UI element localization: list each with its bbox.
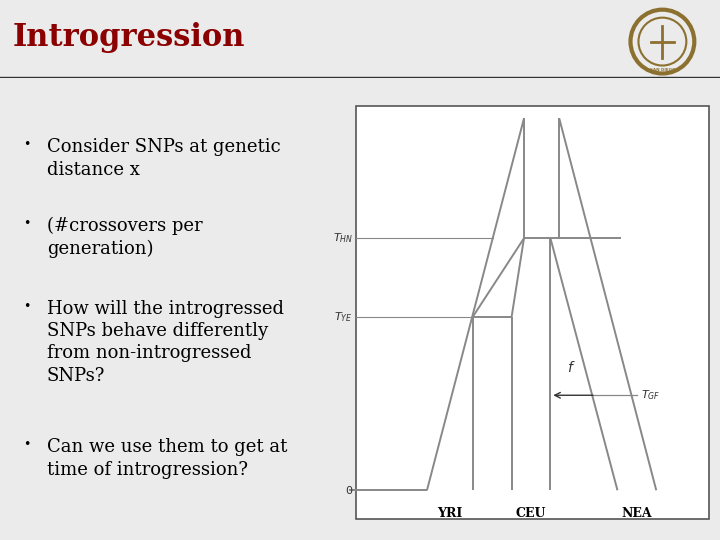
Text: $T_{YE}$: $T_{YE}$: [335, 310, 353, 323]
Text: •: •: [23, 138, 30, 151]
Text: YRI: YRI: [437, 507, 462, 520]
Text: $T_{GF}$: $T_{GF}$: [641, 388, 660, 402]
Text: •: •: [23, 438, 30, 451]
Text: $0$: $0$: [345, 484, 353, 496]
Text: Consider SNPs at genetic
distance x: Consider SNPs at genetic distance x: [47, 138, 281, 179]
Text: SAN DIEGO: SAN DIEGO: [649, 68, 675, 72]
Text: How will the introgressed
SNPs behave differently
from non-introgressed
SNPs?: How will the introgressed SNPs behave di…: [47, 300, 284, 384]
Text: •: •: [23, 300, 30, 313]
Text: •: •: [23, 217, 30, 230]
Bar: [356, 106, 709, 519]
Text: $f$: $f$: [567, 360, 575, 375]
Text: Introgression: Introgression: [13, 22, 246, 53]
Text: (#crossovers per
generation): (#crossovers per generation): [47, 217, 202, 258]
Text: $T_{HN}$: $T_{HN}$: [333, 231, 353, 245]
Text: CEU: CEU: [516, 507, 546, 520]
Text: Can we use them to get at
time of introgression?: Can we use them to get at time of introg…: [47, 438, 287, 478]
Text: NEA: NEA: [621, 507, 652, 520]
